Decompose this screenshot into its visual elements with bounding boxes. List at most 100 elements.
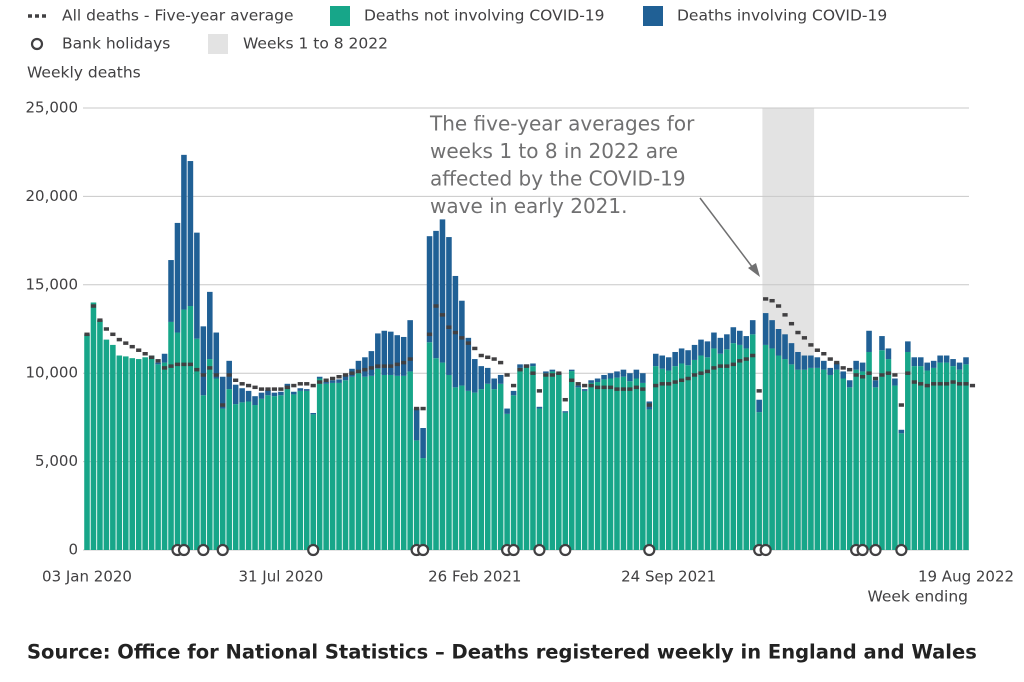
bar	[879, 350, 885, 550]
bar	[678, 348, 685, 364]
bar	[517, 367, 523, 550]
bar	[853, 369, 859, 550]
y-tick-label: 15,000	[26, 275, 79, 293]
bar	[84, 334, 90, 550]
bar	[504, 413, 510, 550]
bar	[362, 376, 368, 550]
bar	[730, 327, 737, 344]
bar	[97, 320, 103, 550]
bar	[168, 260, 174, 322]
annotation: weeks 1 to 8 in 2022 are	[430, 139, 678, 163]
source: Source: Office for National Statistics –…	[27, 641, 977, 664]
bar	[375, 368, 381, 550]
bar	[161, 362, 168, 550]
bar	[265, 389, 271, 396]
bar	[601, 379, 607, 550]
bar	[601, 374, 607, 380]
bar	[859, 371, 866, 550]
bar	[821, 369, 827, 550]
bar	[898, 433, 905, 550]
bar	[271, 396, 278, 550]
bar	[323, 383, 329, 550]
bar	[698, 339, 704, 356]
y-axis-label: Weekly deaths	[27, 64, 141, 82]
bank-holiday-marker	[197, 543, 210, 557]
bar	[821, 360, 827, 370]
bar	[872, 380, 879, 388]
bar	[730, 343, 737, 550]
bar	[782, 334, 788, 360]
bar	[232, 404, 239, 550]
legend-icon	[330, 6, 350, 26]
bar	[769, 320, 775, 349]
bar	[213, 332, 220, 379]
bar	[303, 389, 310, 391]
bar	[885, 348, 892, 360]
bar	[659, 368, 666, 550]
bar	[181, 309, 187, 550]
bar	[724, 349, 730, 550]
bank-holiday-marker	[216, 543, 229, 557]
bar	[917, 366, 924, 550]
bar	[155, 362, 161, 365]
bar	[497, 383, 504, 550]
bar	[355, 360, 362, 374]
bar	[420, 458, 426, 550]
bar	[291, 394, 297, 550]
y-tick-label: 10,000	[26, 364, 79, 382]
legend-label: Deaths involving COVID-19	[677, 7, 887, 25]
bar	[659, 355, 666, 369]
bar	[769, 348, 775, 550]
bar	[116, 355, 123, 550]
bar	[691, 359, 698, 550]
legend-label: Weeks 1 to 8 2022	[243, 35, 388, 53]
bank-holiday-marker	[759, 543, 772, 557]
bank-holiday-marker	[869, 543, 882, 557]
legend-label: Bank holidays	[62, 35, 170, 53]
bar	[297, 390, 304, 550]
bar	[446, 237, 452, 375]
bar	[510, 395, 517, 550]
bar	[103, 339, 110, 550]
bar	[704, 357, 711, 550]
bar	[737, 330, 743, 345]
bar	[892, 378, 898, 386]
bar	[833, 362, 840, 370]
bar	[749, 334, 756, 550]
bar	[652, 353, 659, 367]
bar	[846, 380, 853, 388]
legend-icon	[643, 6, 663, 26]
bar	[646, 409, 653, 550]
bar	[711, 348, 717, 550]
bar	[400, 375, 407, 550]
bar	[278, 395, 284, 550]
bar	[297, 388, 304, 391]
y-tick-label: 5,000	[35, 452, 78, 470]
bar	[568, 369, 575, 372]
bar	[342, 374, 349, 381]
y-tick-label: 25,000	[26, 99, 79, 117]
bar	[187, 306, 194, 550]
bar	[743, 348, 750, 550]
bar	[633, 378, 640, 550]
bank-holiday-marker	[559, 543, 572, 557]
bar	[484, 383, 491, 550]
bar	[413, 408, 420, 441]
bar	[691, 344, 698, 360]
bar	[219, 376, 226, 409]
bar	[762, 344, 769, 550]
bar	[510, 390, 517, 396]
bar	[239, 388, 245, 403]
bar	[905, 351, 911, 550]
bar	[523, 367, 530, 550]
bar	[581, 389, 588, 391]
bar	[387, 374, 394, 550]
bar	[788, 343, 795, 365]
bar	[530, 366, 536, 550]
bar	[685, 350, 691, 366]
x-tick-label: 26 Feb 2021	[428, 568, 521, 586]
bar	[245, 390, 252, 402]
x-tick-label: 03 Jan 2020	[42, 568, 132, 586]
bank-holiday-marker	[507, 543, 520, 557]
